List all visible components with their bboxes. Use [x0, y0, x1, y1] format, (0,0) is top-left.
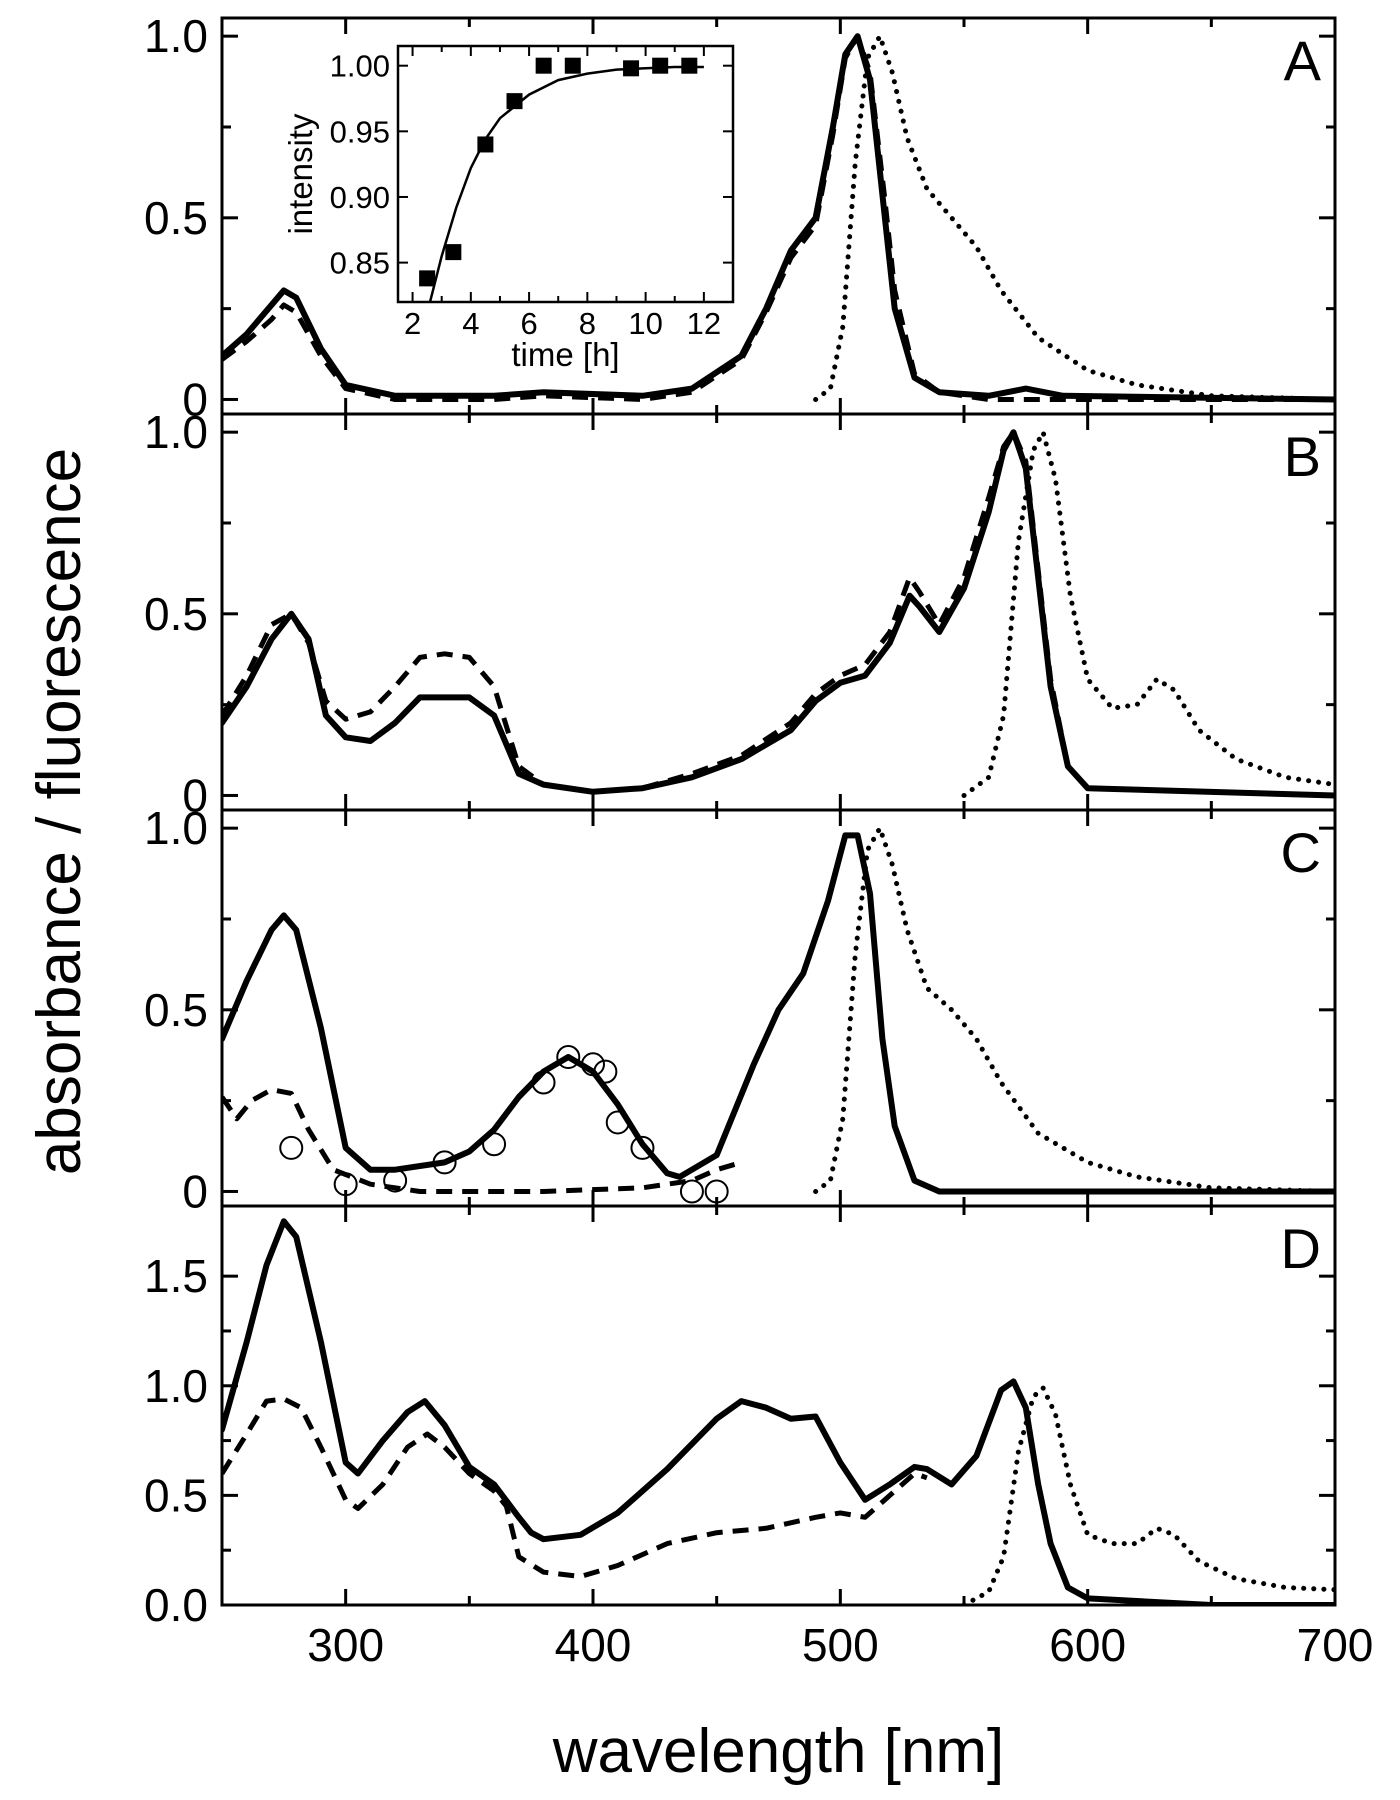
- panel-frame: [220, 1204, 1337, 1607]
- panel-a: 0 0.5 1.0 A: [144, 10, 1337, 425]
- inset-data-point: [623, 60, 640, 77]
- inset-data-point: [564, 57, 581, 74]
- open-circle-point: [679, 1179, 704, 1204]
- y-axis-title: absorbance / fluorescence: [25, 448, 94, 1175]
- series-group: [222, 429, 1335, 799]
- y-tick-label: 0: [182, 769, 208, 821]
- inset-x-tick-label: 2: [404, 306, 421, 341]
- panel-label: B: [1284, 425, 1321, 488]
- y-tick-label: 0.5: [144, 588, 208, 640]
- inset-data-point: [506, 93, 523, 110]
- open-circle-point: [593, 1059, 618, 1084]
- y-tick-label: 1.0: [144, 1360, 208, 1412]
- y-tick-label: 0: [182, 373, 208, 425]
- panels: 0 0.5 1.0 A 0 0.5 1.0 B 0 0.5 1.0 C 0.0 0.5 1.0 1.5 D 300…: [144, 10, 1373, 1671]
- inset-x-tick-label: 12: [687, 306, 721, 341]
- inset-x-tick-label: 8: [579, 306, 596, 341]
- y-tick-label: 0.0: [144, 1579, 208, 1631]
- inset-y-tick-label: 1.00: [330, 49, 390, 84]
- open-circle-point: [432, 1150, 457, 1175]
- x-tick-label: 500: [802, 1619, 879, 1671]
- x-tick-label: 600: [1049, 1619, 1126, 1671]
- x-tick-label: 300: [307, 1619, 384, 1671]
- inset-data-point: [477, 136, 494, 153]
- open-circle-point: [605, 1110, 630, 1135]
- series-dotted-line: [813, 825, 1335, 1194]
- panel-label: A: [1284, 29, 1322, 92]
- open-circle-point: [383, 1168, 408, 1193]
- y-tick-label: 1.0: [144, 802, 208, 854]
- y-tick-label: 1.0: [144, 406, 208, 458]
- x-axis-title: wavelength [nm]: [552, 1717, 1004, 1786]
- inset-frame: [396, 44, 735, 304]
- panel-c: 0 0.5 1.0 C: [144, 802, 1337, 1217]
- series-group: [222, 1218, 1335, 1605]
- series-solid-line: [222, 429, 1335, 799]
- open-circle-point: [630, 1135, 655, 1160]
- series-dashed-line: [222, 1087, 743, 1194]
- inset-data-point: [681, 57, 698, 74]
- series-group: [222, 33, 1335, 403]
- inset-y-tick-label: 0.95: [330, 114, 390, 149]
- inset-data-point: [535, 57, 552, 74]
- panel-frame: [220, 412, 1337, 812]
- series-dashed-line: [222, 33, 1335, 402]
- inset-fit-line: [428, 65, 704, 302]
- panel-b: 0 0.5 1.0 B: [144, 406, 1337, 821]
- open-circle-point: [279, 1135, 304, 1160]
- inset-data-point: [445, 244, 462, 261]
- open-circle-point: [531, 1070, 556, 1095]
- inset-y-tick-label: 0.85: [330, 246, 390, 281]
- inset-y-tick-label: 0.90: [330, 180, 390, 215]
- open-circle-point: [581, 1052, 605, 1077]
- inset-chart: 2 4 6 8 10 12 0.85 0.90 0.95 1.00 time [h] intensit…: [282, 44, 735, 373]
- series-solid-line: [222, 832, 1335, 1195]
- series-solid-line: [222, 1218, 1335, 1605]
- series-dashed-line: [222, 1396, 928, 1579]
- series-dotted-line: [813, 33, 1335, 402]
- y-tick-label: 0.5: [144, 1469, 208, 1521]
- panel-label: C: [1281, 821, 1321, 884]
- y-tick-label: 0: [182, 1165, 208, 1217]
- y-tick-label: 1.0: [144, 10, 208, 62]
- inset-data-point: [652, 57, 669, 74]
- inset-data-point: [419, 270, 436, 287]
- series-group: [222, 825, 1335, 1204]
- open-circle-point: [482, 1132, 507, 1157]
- y-tick-label: 1.5: [144, 1250, 208, 1302]
- series-dotted-line: [961, 429, 1335, 798]
- inset-x-axis-title: time [h]: [511, 336, 619, 373]
- panel-d: 0.0 0.5 1.0 1.5 D: [144, 1204, 1337, 1631]
- series-solid-line: [222, 33, 1335, 403]
- inset-x-tick-label: 6: [520, 306, 537, 341]
- series-dashed-line: [222, 429, 1335, 798]
- x-tick-label: 700: [1297, 1619, 1374, 1671]
- open-circle-point: [333, 1172, 358, 1197]
- inset-y-axis-title: intensity: [282, 113, 319, 235]
- panel-label: D: [1281, 1217, 1321, 1280]
- series-dotted-line: [961, 1385, 1335, 1605]
- inset-x-tick-label: 4: [462, 306, 479, 341]
- open-circle-point: [704, 1179, 729, 1204]
- y-tick-label: 0.5: [144, 192, 208, 244]
- x-tick-label: 400: [555, 1619, 632, 1671]
- y-tick-label: 0.5: [144, 984, 208, 1036]
- inset-x-tick-label: 10: [628, 306, 662, 341]
- open-circle-point: [556, 1045, 581, 1070]
